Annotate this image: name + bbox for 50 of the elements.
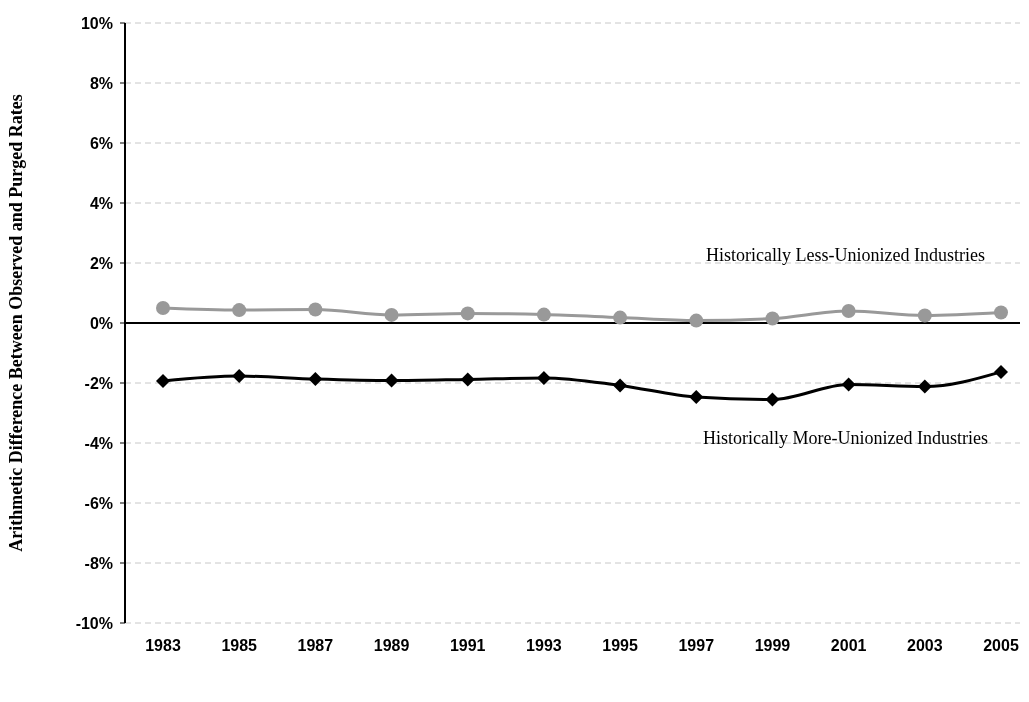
x-tick-label: 1999 bbox=[754, 637, 791, 654]
y-tick-label: -10% bbox=[75, 614, 113, 632]
x-tick-label: 1987 bbox=[297, 637, 334, 654]
x-tick-label: 1991 bbox=[449, 637, 486, 654]
point bbox=[765, 311, 780, 326]
x-tick-label: 1985 bbox=[221, 637, 258, 654]
x-tick-label: 1997 bbox=[678, 637, 715, 654]
x-tick-label: 1993 bbox=[526, 637, 562, 654]
point bbox=[536, 370, 551, 385]
point bbox=[460, 306, 475, 321]
y-tick-label: -6% bbox=[84, 494, 113, 512]
x-tick-label: 2001 bbox=[830, 637, 867, 654]
point bbox=[232, 369, 247, 384]
point bbox=[384, 307, 399, 322]
point bbox=[156, 373, 170, 388]
point bbox=[917, 379, 932, 394]
y-tick-label: 8% bbox=[89, 74, 113, 92]
y-tick-label: -4% bbox=[84, 434, 113, 452]
y-tick-label: 4% bbox=[89, 194, 113, 212]
point bbox=[232, 303, 247, 318]
x-tick-label: 2003 bbox=[907, 637, 943, 654]
point bbox=[689, 313, 704, 328]
point bbox=[460, 372, 475, 387]
point bbox=[841, 377, 856, 392]
point bbox=[994, 305, 1008, 320]
point bbox=[536, 307, 551, 322]
point bbox=[765, 392, 780, 407]
point bbox=[613, 310, 628, 325]
x-tick-label: 1983 bbox=[145, 637, 181, 654]
series-label: Historically More-Unionized Industries bbox=[703, 427, 989, 448]
point bbox=[994, 364, 1008, 379]
y-axis-title: Arithmetic Difference Between Observed and Purged Rates bbox=[6, 94, 26, 552]
y-tick-label: 10% bbox=[80, 14, 113, 32]
y-tick-label: 6% bbox=[89, 134, 113, 152]
y-tick-label: 0% bbox=[89, 314, 113, 332]
y-tick-label: 2% bbox=[89, 254, 113, 272]
point bbox=[156, 301, 170, 315]
point bbox=[613, 378, 628, 393]
y-tick-label: -2% bbox=[84, 374, 113, 392]
point bbox=[308, 302, 323, 317]
y-tick-label: -8% bbox=[84, 554, 113, 572]
text: Historically Less-Unionized Industries bbox=[706, 244, 986, 265]
x-tick-label: 1989 bbox=[373, 637, 410, 654]
point bbox=[841, 304, 856, 318]
point bbox=[689, 390, 704, 405]
point bbox=[384, 373, 399, 388]
point bbox=[917, 308, 932, 323]
x-tick-label: 2005 bbox=[983, 637, 1019, 654]
point bbox=[308, 372, 323, 387]
x-tick-label: 1995 bbox=[602, 637, 638, 654]
